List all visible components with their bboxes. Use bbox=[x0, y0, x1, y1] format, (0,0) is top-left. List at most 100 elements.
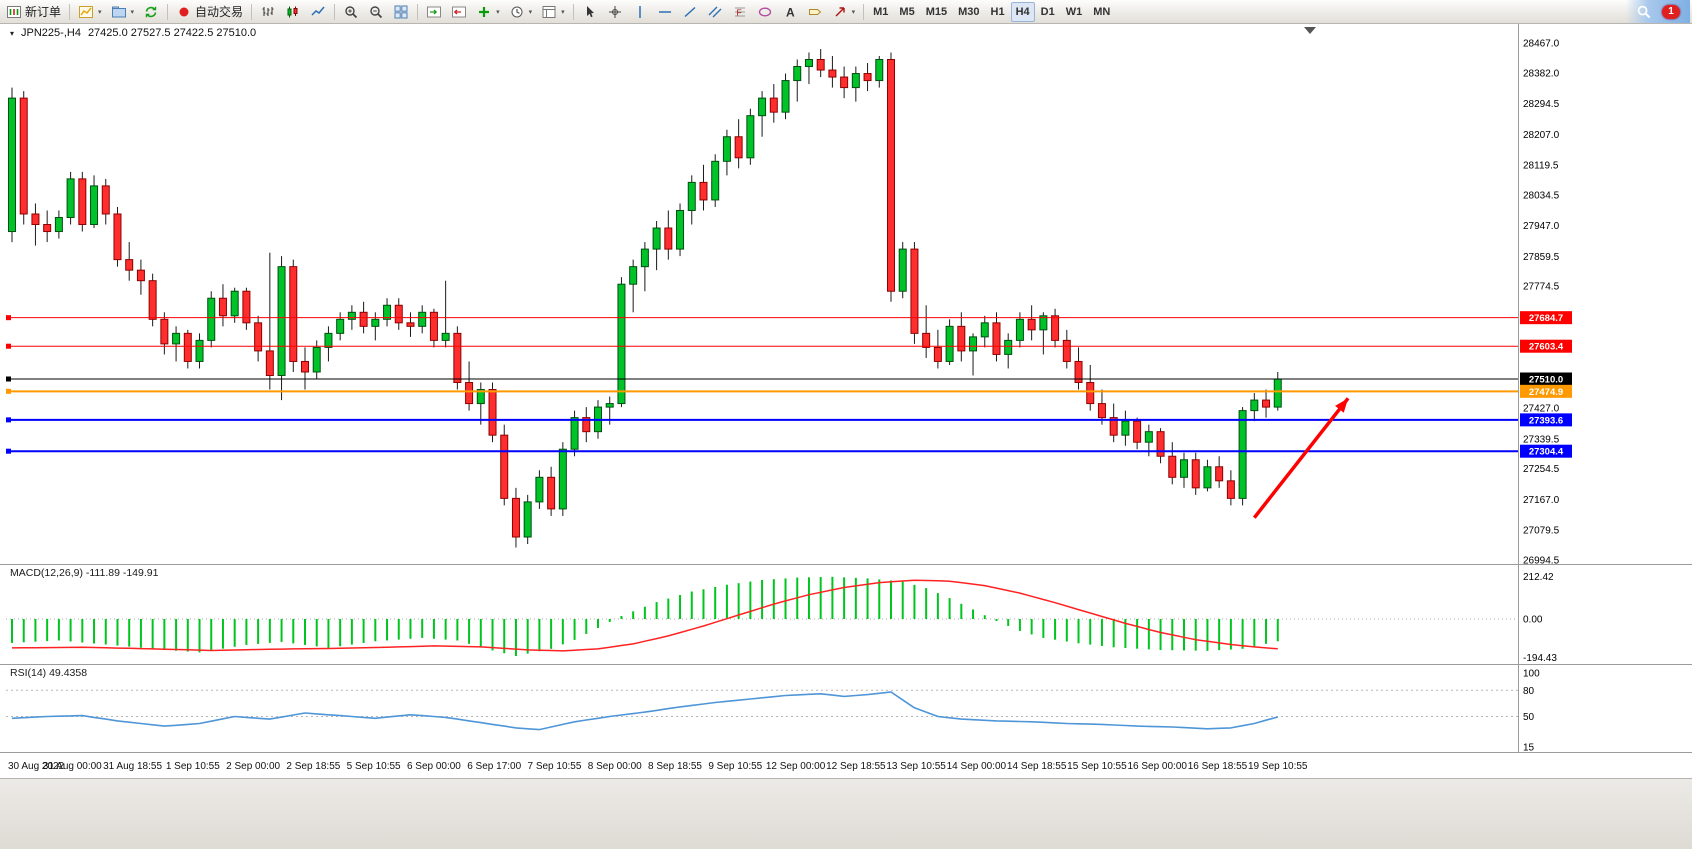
arrows-tool-button[interactable]: ▾ bbox=[828, 2, 860, 22]
candle-body bbox=[1109, 417, 1118, 436]
shapes-tool-button[interactable] bbox=[753, 2, 777, 22]
candle-body bbox=[1121, 420, 1130, 436]
vertical-line-tool-button[interactable] bbox=[628, 2, 652, 22]
line-handle[interactable] bbox=[6, 448, 11, 454]
horizontal-line-tool-button[interactable] bbox=[653, 2, 677, 22]
candle-body bbox=[148, 280, 157, 320]
zoom-in-button[interactable] bbox=[339, 2, 363, 22]
timeframe-w1-button[interactable]: W1 bbox=[1061, 2, 1088, 22]
shapes-icon bbox=[758, 7, 771, 16]
refresh-button[interactable] bbox=[139, 2, 163, 22]
crosshair-tool-button[interactable] bbox=[603, 2, 627, 22]
timeframe-m30-button[interactable]: M30 bbox=[953, 2, 984, 22]
periods-button[interactable]: ▾ bbox=[505, 2, 537, 22]
line-handle[interactable] bbox=[6, 315, 11, 321]
dropdown-caret: ▾ bbox=[851, 8, 856, 16]
trendline-tool-button[interactable] bbox=[678, 2, 702, 22]
toolbar-search-zone: 1 bbox=[1626, 0, 1690, 23]
candle-body bbox=[969, 336, 978, 352]
channel-tool-button[interactable] bbox=[703, 2, 727, 22]
candle-body bbox=[793, 66, 802, 82]
candle-body bbox=[43, 224, 52, 233]
indicators-button[interactable]: ▾ bbox=[472, 2, 504, 22]
new-order-button[interactable]: 新订单 bbox=[2, 2, 65, 22]
search-icon[interactable] bbox=[1636, 4, 1652, 20]
timeframe-d1-button[interactable]: D1 bbox=[1036, 2, 1060, 22]
toolbar-separator bbox=[167, 3, 169, 20]
svg-text:27079.5: 27079.5 bbox=[1523, 526, 1560, 537]
svg-text:27774.5: 27774.5 bbox=[1523, 282, 1560, 293]
candle-body bbox=[980, 322, 989, 338]
cursor-tool-button[interactable] bbox=[578, 2, 602, 22]
candlestick-chart-button[interactable] bbox=[281, 2, 305, 22]
candle-body bbox=[476, 389, 485, 405]
timeframe-mn-button[interactable]: MN bbox=[1088, 2, 1115, 22]
candle-body bbox=[465, 382, 474, 405]
candle-body bbox=[898, 248, 907, 292]
line-handle[interactable] bbox=[6, 388, 11, 394]
candle-body bbox=[687, 181, 696, 211]
svg-text:27167.0: 27167.0 bbox=[1523, 495, 1560, 506]
svg-text:-194.43: -194.43 bbox=[1523, 653, 1557, 664]
candle-body bbox=[406, 322, 415, 327]
price-badge bbox=[1520, 413, 1572, 427]
svg-text:27393.6: 27393.6 bbox=[1529, 415, 1563, 426]
zoom-out-button[interactable] bbox=[364, 2, 388, 22]
label-tool-button[interactable] bbox=[803, 2, 827, 22]
chart-canvas[interactable]: 28467.0 28382.0 28294.5 28207.0 28119.5 28034… bbox=[0, 0, 1692, 780]
line-handle[interactable] bbox=[6, 343, 11, 349]
candle-body bbox=[1027, 318, 1036, 331]
window-bottom-area bbox=[0, 778, 1692, 849]
svg-text:27603.4: 27603.4 bbox=[1529, 342, 1564, 353]
tile-windows-button[interactable] bbox=[389, 2, 413, 22]
line-handle[interactable] bbox=[6, 417, 11, 423]
new-chart-button[interactable]: ▾ bbox=[74, 2, 106, 22]
trend-arrow[interactable] bbox=[1252, 397, 1350, 519]
toolbar-separator bbox=[417, 3, 419, 20]
auto-scroll-button[interactable] bbox=[422, 2, 446, 22]
candle-body bbox=[1168, 455, 1177, 478]
text-tool-button[interactable]: A bbox=[778, 2, 802, 22]
candle-body bbox=[312, 346, 321, 373]
chart-shift-button[interactable] bbox=[447, 2, 471, 22]
candle-body bbox=[769, 97, 778, 113]
notification-badge[interactable]: 1 bbox=[1662, 4, 1680, 19]
candle-body bbox=[734, 136, 743, 159]
timeframe-h1-button[interactable]: H1 bbox=[986, 2, 1010, 22]
candle-body bbox=[1074, 360, 1083, 384]
chart-title-bar: ▾ JPN225-,H4 27425.0 27527.5 27422.5 275… bbox=[10, 27, 256, 39]
dropdown-caret: ▾ bbox=[98, 8, 102, 16]
line-chart-icon bbox=[311, 6, 325, 16]
trend-arrow-shaft[interactable] bbox=[1252, 397, 1350, 519]
toolbar-separator bbox=[334, 3, 336, 20]
new-chart-icon bbox=[79, 5, 94, 18]
svg-text:50: 50 bbox=[1523, 712, 1535, 723]
svg-text:2 Sep 18:55: 2 Sep 18:55 bbox=[286, 761, 340, 772]
svg-text:31 Aug 18:55: 31 Aug 18:55 bbox=[103, 761, 162, 772]
candle-body bbox=[652, 227, 661, 250]
svg-text:14 Sep 00:00: 14 Sep 00:00 bbox=[947, 761, 1007, 772]
price-axis[interactable]: 28467.0 28382.0 28294.5 28207.0 28119.5 28034… bbox=[1520, 39, 1572, 567]
candle-body bbox=[523, 501, 532, 538]
timeframe-m15-button[interactable]: M15 bbox=[921, 2, 952, 22]
line-chart-button[interactable] bbox=[306, 2, 330, 22]
templates-button[interactable]: ▾ bbox=[537, 2, 569, 22]
vertical-line-icon bbox=[638, 5, 641, 18]
chart-shift-marker[interactable] bbox=[1304, 27, 1316, 34]
chart-collapse-icon[interactable]: ▾ bbox=[10, 28, 15, 38]
profiles-button[interactable]: ▾ bbox=[107, 2, 139, 22]
line-handle[interactable] bbox=[6, 376, 11, 382]
fibonacci-tool-button[interactable]: F bbox=[728, 2, 752, 22]
candle-body bbox=[8, 97, 16, 233]
timeframe-m1-button[interactable]: M1 bbox=[868, 2, 893, 22]
candle-body bbox=[1262, 399, 1271, 408]
candle-body bbox=[933, 346, 942, 362]
auto-trading-button[interactable]: 自动交易 bbox=[172, 2, 247, 22]
timeframe-m5-button[interactable]: M5 bbox=[894, 2, 919, 22]
bar-chart-button[interactable] bbox=[256, 2, 280, 22]
timeframe-h4-button[interactable]: H4 bbox=[1010, 1, 1035, 22]
svg-text:15 Sep 10:55: 15 Sep 10:55 bbox=[1067, 761, 1127, 772]
candle-body bbox=[1051, 315, 1060, 341]
candle-body bbox=[722, 136, 731, 162]
